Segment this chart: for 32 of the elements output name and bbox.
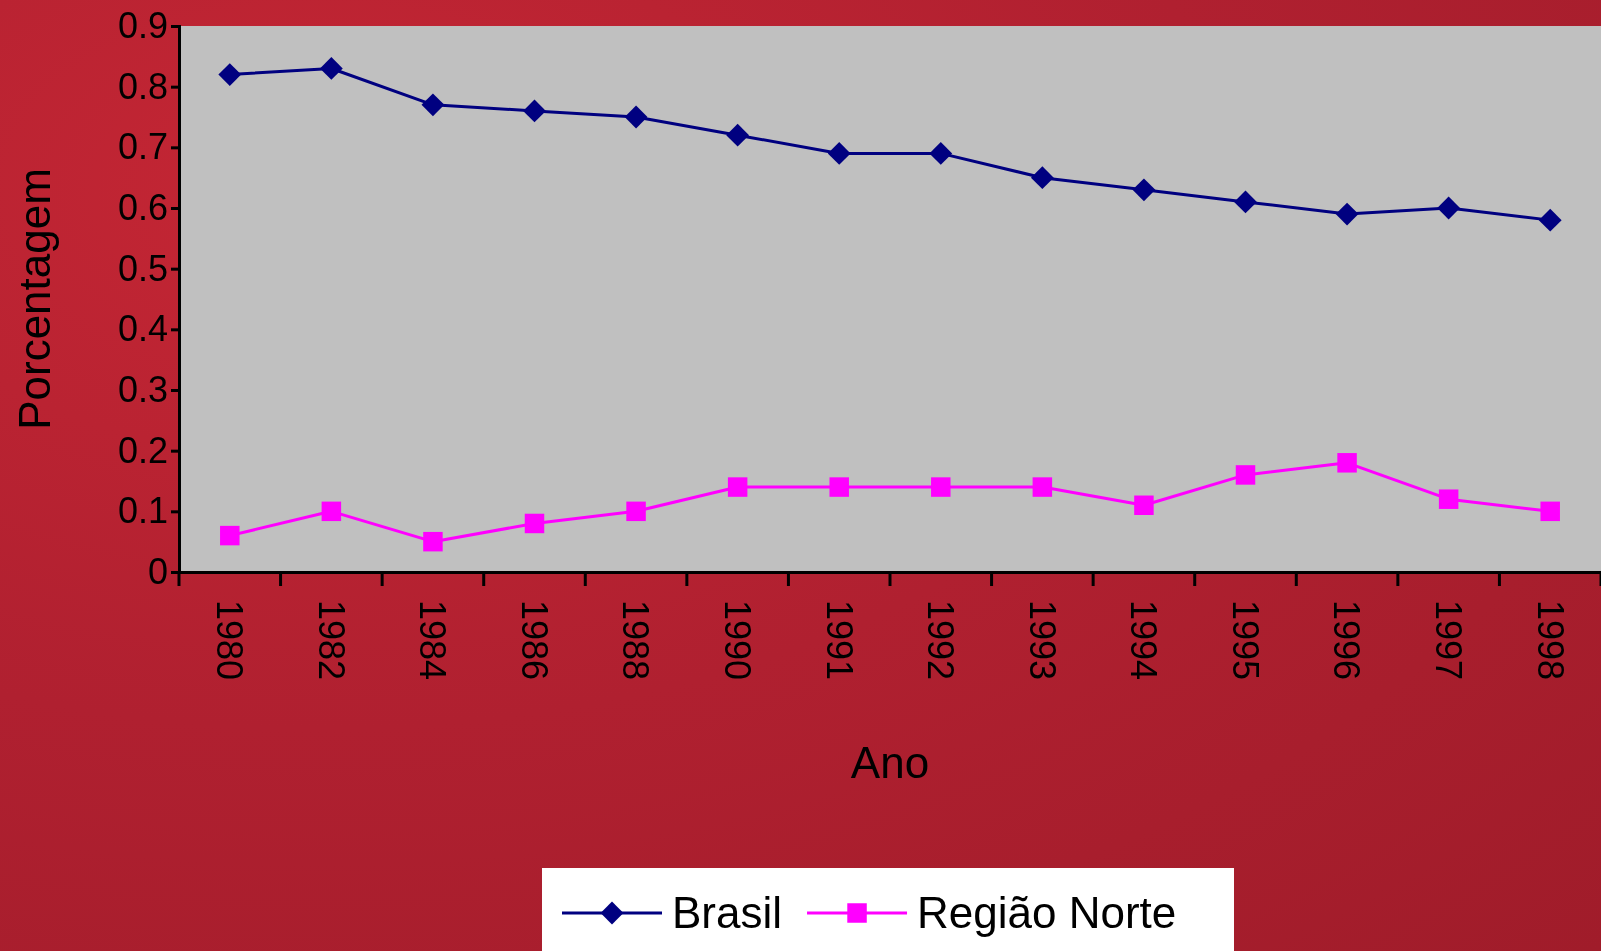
y-tick-label: 0.2: [117, 429, 168, 471]
y-tick-label: 0.9: [117, 5, 168, 47]
x-tick-label: 1997: [1428, 600, 1470, 681]
x-tick-label: 1988: [615, 600, 657, 681]
x-tick-label: 1994: [1123, 600, 1165, 681]
x-tick-label: 1992: [920, 600, 962, 681]
legend-label: Brasil: [672, 888, 783, 937]
y-tick-label: 0.4: [117, 308, 168, 350]
x-tick-label: 1998: [1529, 600, 1571, 681]
x-tick-label: 1993: [1021, 600, 1063, 681]
x-tick-label: 1996: [1326, 600, 1368, 681]
x-tick-label: 1986: [513, 600, 555, 681]
x-tick-label: 1991: [818, 600, 860, 681]
y-tick-label: 0.1: [117, 490, 168, 532]
y-tick-label: 0.5: [117, 247, 168, 289]
point: [220, 525, 240, 546]
x-axis-title: Ano: [850, 738, 930, 787]
legend-label: Região Norte: [917, 888, 1177, 937]
x-tick-label: 1982: [310, 600, 352, 681]
y-tick-label: 0.7: [117, 126, 168, 168]
point: [1538, 208, 1562, 232]
y-axis-title: Porcentagem: [10, 168, 59, 430]
x-tick-label: 1995: [1224, 600, 1266, 681]
x-tick-label: 1984: [412, 600, 454, 681]
y-tick-label: 0: [147, 551, 168, 593]
point: [1540, 501, 1560, 522]
y-tick-label: 0.3: [117, 369, 168, 411]
y-tick-label: 0.6: [117, 187, 168, 229]
x-tick-label: 1980: [209, 600, 251, 681]
y-tick-label: 0.8: [117, 65, 168, 107]
point: [218, 63, 242, 86]
x-tick-label: 1990: [717, 600, 759, 681]
